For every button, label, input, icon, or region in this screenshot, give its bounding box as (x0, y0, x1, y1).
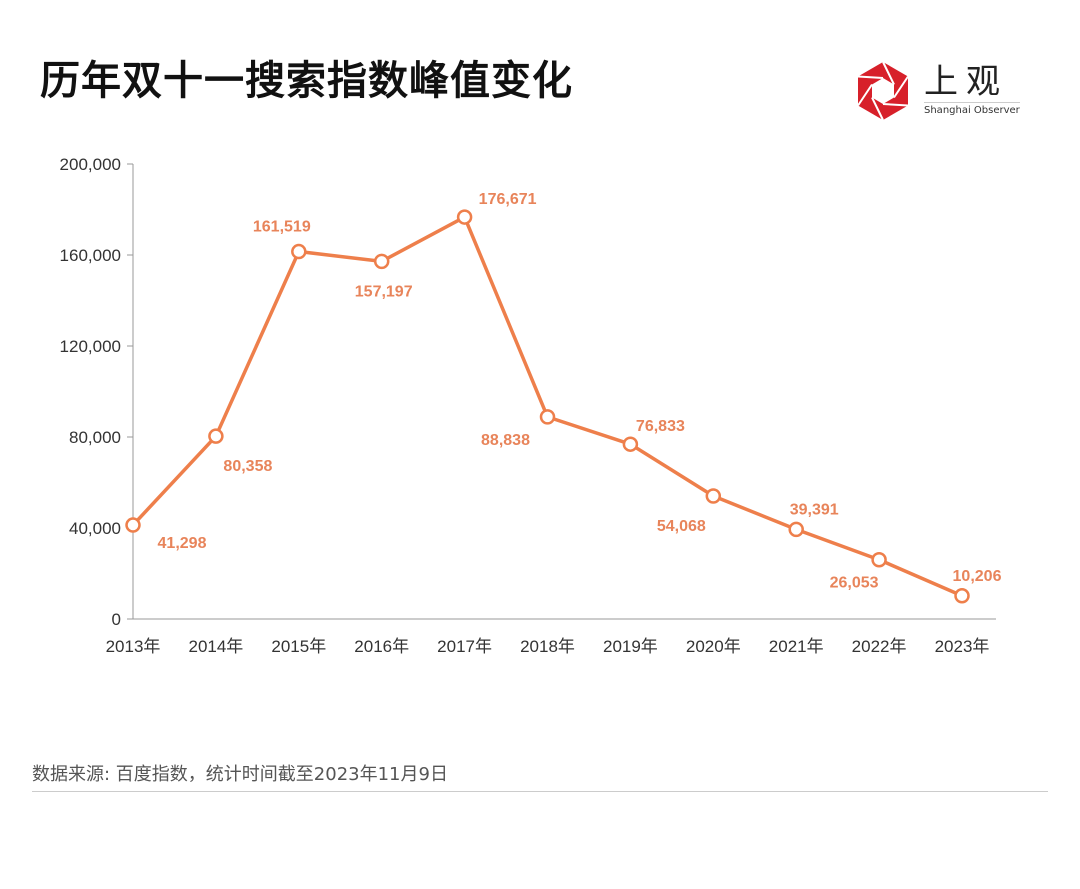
x-tick-label: 2023年 (935, 637, 990, 656)
axes: 0 40,000 80,000 120,000 160,000 200,000 2013年 2… (60, 155, 996, 656)
logo-chinese-text: 上观 (924, 62, 1008, 102)
data-point (788, 521, 804, 538)
y-tick-label: 80,000 (69, 428, 121, 447)
data-label: 80,358 (223, 458, 272, 475)
x-tick-label: 2018年 (520, 637, 575, 656)
data-label: 157,197 (355, 283, 413, 300)
data-label: 26,053 (830, 575, 879, 592)
data-point (954, 588, 970, 604)
data-point (539, 409, 556, 425)
y-tick-label: 0 (112, 610, 121, 629)
x-tick-label: 2020年 (686, 637, 741, 656)
data-label: 54,068 (657, 518, 706, 535)
data-point (871, 551, 887, 568)
x-tick-label: 2014年 (188, 637, 243, 656)
y-tick-label: 120,000 (60, 337, 121, 356)
logo-english-text: Shanghai Observer (924, 102, 1020, 116)
data-label: 76,833 (636, 418, 685, 435)
line-chart: 0 40,000 80,000 120,000 160,000 200,000 2013年 2… (60, 155, 1002, 656)
chart-title: 历年双十一搜索指数峰值变化 (40, 58, 573, 104)
data-point (373, 253, 390, 270)
data-label: 161,519 (253, 219, 311, 236)
x-tick-label: 2016年 (354, 637, 409, 656)
data-label: 10,206 (953, 568, 1002, 585)
series-line (131, 215, 963, 598)
x-tick-label: 2015年 (271, 637, 326, 656)
x-tick-label: 2019年 (603, 637, 658, 656)
data-label: 88,838 (481, 432, 530, 449)
data-point (125, 517, 141, 533)
marks: 41,298 80,358 161,519 157,197 176,671 88,838 7… (125, 191, 1002, 604)
data-source-note: 数据来源: 百度指数，统计时间截至2023年11月9日 (32, 764, 448, 785)
x-tick-label: 2022年 (852, 637, 907, 656)
data-label: 39,391 (790, 501, 839, 518)
data-point (456, 209, 473, 225)
data-label: 176,671 (479, 191, 537, 208)
x-tick-label: 2017年 (437, 637, 492, 656)
shanghai-observer-logo: 上观 Shanghai Observer (852, 58, 1032, 122)
y-tick-label: 40,000 (69, 519, 121, 538)
data-point (291, 243, 307, 260)
x-tick-label: 2021年 (769, 637, 824, 656)
x-tick-label: 2013年 (106, 637, 161, 656)
logo-hexagon-icon (857, 61, 909, 121)
data-point (622, 436, 639, 452)
data-point (208, 428, 224, 444)
data-point (705, 488, 722, 504)
y-tick-label: 200,000 (60, 155, 121, 174)
footer-divider (32, 791, 1048, 792)
data-label: 41,298 (158, 535, 207, 552)
y-tick-label: 160,000 (60, 246, 121, 265)
